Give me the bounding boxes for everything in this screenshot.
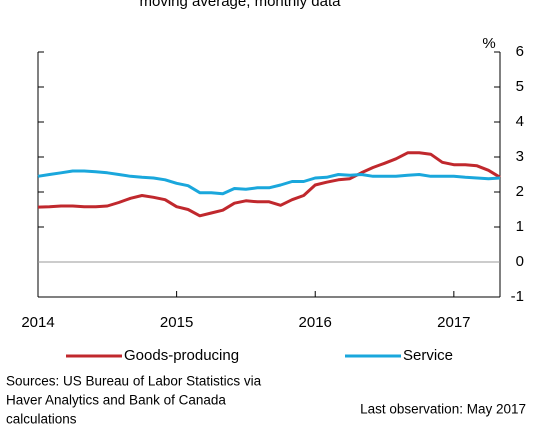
x-tick-label: 2014: [21, 314, 54, 331]
y-tick-label: 2: [516, 183, 524, 200]
y-unit: %: [482, 35, 495, 52]
series-line: [37, 169, 501, 196]
y-tick-label: 6: [516, 43, 524, 60]
x-tick-label: 2017: [437, 314, 470, 331]
y-tick-label: 3: [516, 148, 524, 165]
y-tick-label: -1: [511, 288, 524, 305]
y-tick-label: 0: [516, 253, 524, 270]
x-tick-label: 2016: [299, 314, 332, 331]
source-line: calculations: [6, 412, 77, 427]
legend-label: Goods-producing: [124, 347, 239, 364]
source-line: Haver Analytics and Bank of Canada: [6, 393, 226, 408]
y-tick-label: 1: [516, 218, 524, 235]
chart-subtitle: moving average, monthly data: [140, 0, 342, 10]
x-tick-label: 2015: [160, 314, 193, 331]
y-tick-label: 5: [516, 78, 524, 95]
legend-label: Service: [403, 347, 453, 364]
source-line: Sources: US Bureau of Labor Statistics v…: [6, 374, 262, 389]
note: Last observation: May 2017: [360, 402, 526, 417]
series-line: [37, 151, 501, 218]
y-tick-label: 4: [516, 113, 524, 130]
